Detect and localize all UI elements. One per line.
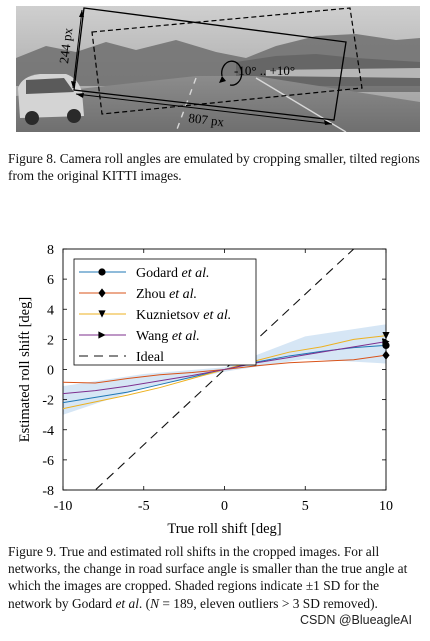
legend-marker-zhou	[98, 288, 106, 298]
legend-label-ideal: Ideal	[136, 350, 164, 365]
y-tick-label: -6	[42, 454, 54, 469]
rotation-range-label: -10° .. +10°	[234, 63, 295, 78]
x-tick-label: 10	[379, 499, 393, 514]
caption-text-1: Figure 9. True and estimated roll shifts…	[8, 544, 408, 611]
y-axis-label: Estimated roll shift [deg]	[17, 297, 33, 442]
legend-label-wang: Wang et al.	[136, 329, 200, 344]
y-tick-label: 2	[47, 333, 54, 348]
x-tick-label: -10	[54, 499, 73, 514]
y-tick-label: 4	[47, 303, 54, 318]
legend-label-zhou: Zhou et al.	[136, 287, 197, 302]
legend-label-godard: Godard et al.	[136, 266, 210, 281]
legend-marker-wang	[98, 331, 106, 339]
crop-height-label: 244 px	[56, 27, 75, 65]
y-tick-label: 0	[47, 364, 54, 379]
y-tick-label: 8	[47, 243, 54, 258]
x-axis-label: True roll shift [deg]	[167, 521, 281, 537]
figure-8-caption: Figure 8. Camera roll angles are emulate…	[8, 151, 420, 184]
series-endpoint-marker-wang	[382, 338, 390, 346]
figure-9-caption: Figure 9. True and estimated roll shifts…	[8, 543, 424, 612]
x-tick-label: 0	[221, 499, 228, 514]
series-endpoint-marker-kuznietsov	[382, 332, 390, 340]
kitti-road-photo-figure: 244 px 807 px -10° .. +10°	[16, 6, 420, 132]
caption-text-2: . (	[138, 595, 151, 611]
series-endpoint-marker-zhou	[382, 350, 390, 360]
rotation-icon	[219, 60, 243, 86]
series-line-ideal	[94, 249, 355, 490]
caption-et-al: et al	[115, 595, 139, 611]
roll-shift-chart: -10 -5 0 5 10 -8 -6 -4 -2 0 2 4 6 8 True roll shift [d…	[17, 243, 393, 537]
tilted-crop-rectangle-dashed	[91, 7, 363, 115]
car-shape	[18, 74, 84, 125]
x-tick-label: -5	[138, 499, 150, 514]
series-line-wang	[63, 341, 386, 395]
y-tick-label: 6	[47, 273, 54, 288]
crop-width-label: 807 px	[188, 110, 226, 129]
legend-label-kuznietsov: Kuznietsov et al.	[136, 308, 231, 323]
legend-marker-godard	[98, 268, 106, 276]
watermark-text: CSDN @BlueagleAI	[299, 613, 412, 627]
legend-marker-kuznietsov	[98, 310, 106, 318]
y-tick-label: -8	[42, 484, 54, 499]
x-tick-label: 5	[302, 499, 309, 514]
caption-n-symbol: N	[150, 595, 160, 611]
y-tick-label: -4	[42, 424, 54, 439]
y-tick-label: -2	[42, 394, 54, 409]
caption-text-3: = 189, eleven outliers > 3 SD removed).	[159, 595, 378, 611]
tilted-crop-rectangle-solid	[73, 7, 347, 121]
